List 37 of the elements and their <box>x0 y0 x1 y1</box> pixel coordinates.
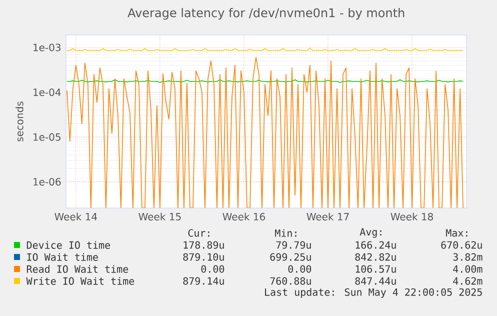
text: 0.00 <box>288 265 312 273</box>
text: 847.44u <box>355 277 396 285</box>
y-tick-label: 1e-04 <box>34 88 61 96</box>
x-tick-label: Week 15 <box>138 212 181 220</box>
text: 178.89u <box>184 241 224 249</box>
legend-label: Device IO time <box>26 241 110 249</box>
text: Min: <box>275 229 296 237</box>
text: 699.25u <box>270 253 311 261</box>
text: 106.57u <box>356 265 396 273</box>
legend-label: Read IO Wait time <box>26 265 128 273</box>
text: 3.82m <box>453 253 482 261</box>
text: Max: <box>446 229 468 237</box>
text: 79.79u <box>276 241 311 249</box>
text: 842.82u <box>355 253 396 261</box>
text: 4.00m <box>453 265 482 273</box>
text: 4.62m <box>453 277 482 285</box>
text: Cur: <box>188 229 210 237</box>
text: 879.10u <box>183 253 224 261</box>
x-tick-label: Week 16 <box>222 212 265 220</box>
x-tick-label: Week 18 <box>390 212 433 220</box>
x-tick-label: Week 14 <box>54 212 97 220</box>
y-tick-label: 1e-03 <box>34 44 60 52</box>
text: Last update: Sun May 4 22:00:05 2025 <box>265 288 482 298</box>
text: 760.88u <box>270 277 311 285</box>
chart-title: Average latency for /dev/nvme0n1 - by month <box>128 8 404 20</box>
y-tick-label: 1e-05 <box>34 133 60 141</box>
legend-label: Write IO Wait time <box>26 277 134 285</box>
text: 670.62u <box>441 241 482 249</box>
legend-label: IO Wait time <box>27 253 98 261</box>
text: 0.00 <box>201 265 224 273</box>
text: Avg: <box>360 228 382 238</box>
x-tick-label: Week 17 <box>306 212 349 220</box>
text: 166.24u <box>356 241 396 249</box>
line-series <box>66 57 464 208</box>
y-tick-label: 1e-06 <box>34 178 61 186</box>
y-axis-title: seconds <box>16 102 24 142</box>
text: 879.14u <box>183 277 224 285</box>
